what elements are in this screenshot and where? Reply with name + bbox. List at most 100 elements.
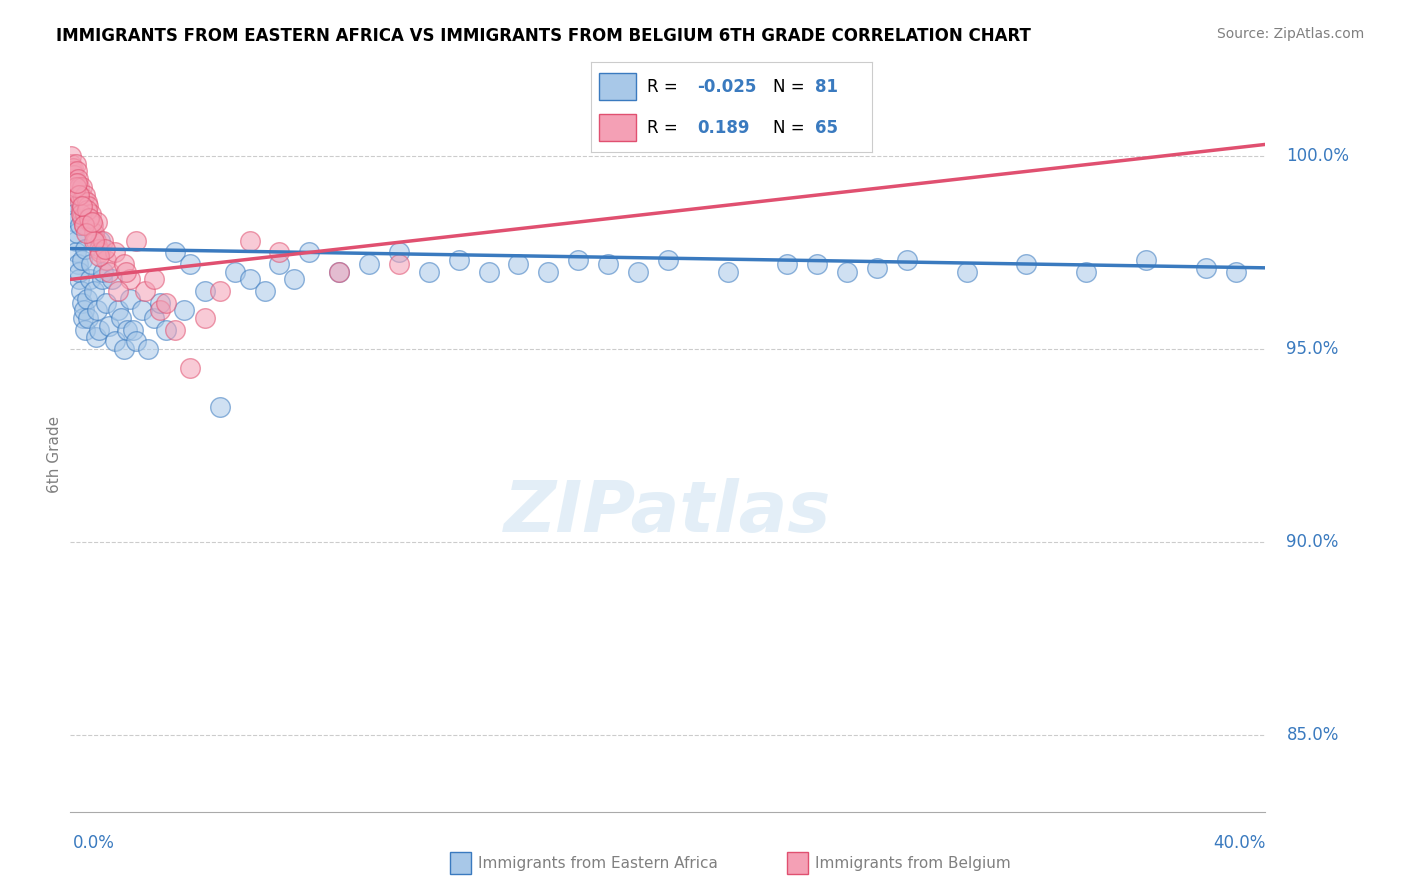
Text: Source: ZipAtlas.com: Source: ZipAtlas.com [1216,27,1364,41]
Point [86,303,108,318]
Point [77,310,100,325]
Point [73,187,96,202]
Text: Immigrants from Belgium: Immigrants from Belgium [815,856,1011,871]
Point [107,303,129,318]
Point [1225,265,1247,279]
Point [98,318,121,333]
Point [98,265,121,279]
Point [508,257,530,271]
Point [70,211,93,225]
Text: 40.0%: 40.0% [1213,834,1265,852]
Point [91,265,114,279]
Point [80,214,103,228]
Point [179,361,201,376]
Text: ZIPatlas: ZIPatlas [505,477,831,547]
Point [65,245,87,260]
Point [101,272,124,286]
Point [76,292,98,306]
Point [125,334,148,348]
Point [66,172,89,186]
Point [112,257,135,271]
Point [73,219,96,233]
Point [537,265,560,279]
Point [87,249,110,263]
Point [69,284,91,298]
Point [224,265,246,279]
Point [75,207,97,221]
Text: R =: R = [647,78,678,95]
Point [70,199,93,213]
Point [67,272,90,286]
Point [75,226,97,240]
Point [79,214,101,228]
FancyBboxPatch shape [599,73,636,100]
Point [896,253,918,268]
Point [70,295,93,310]
Point [143,310,166,325]
Point [136,342,159,356]
Point [598,257,620,271]
Point [69,195,91,210]
Point [62,195,84,210]
Point [62,172,84,186]
Point [90,272,112,286]
Point [65,184,87,198]
Text: -0.025: -0.025 [697,78,756,95]
Point [66,257,89,271]
Point [478,265,501,279]
Point [298,245,321,260]
Text: IMMIGRANTS FROM EASTERN AFRICA VS IMMIGRANTS FROM BELGIUM 6TH GRADE CORRELATION : IMMIGRANTS FROM EASTERN AFRICA VS IMMIGR… [56,27,1031,45]
Point [194,310,217,325]
Point [418,265,440,279]
Point [269,245,291,260]
Point [447,253,470,268]
Point [82,219,104,233]
Point [93,242,115,256]
Point [83,234,105,248]
Y-axis label: 6th Grade: 6th Grade [46,417,62,493]
Point [69,202,91,217]
Point [115,322,138,336]
Point [1076,265,1098,279]
Point [627,265,650,279]
Point [96,295,117,310]
Point [717,265,740,279]
Point [657,253,679,268]
Point [120,292,141,306]
Point [125,234,148,248]
Point [1195,260,1218,275]
Text: 90.0%: 90.0% [1286,533,1339,550]
Point [837,265,859,279]
Point [104,245,127,260]
Text: 65: 65 [815,119,838,136]
Point [60,164,83,178]
Point [70,179,93,194]
Point [75,322,97,336]
Point [155,322,177,336]
Point [155,295,177,310]
Point [63,214,86,228]
Point [131,303,153,318]
Point [359,257,381,271]
Point [63,207,86,221]
Text: 0.0%: 0.0% [73,834,115,852]
Point [328,265,350,279]
Point [77,199,100,213]
Text: 95.0%: 95.0% [1286,340,1339,358]
Point [89,245,111,260]
Point [67,265,90,279]
Point [866,260,889,275]
Point [239,234,262,248]
Point [173,303,195,318]
Point [59,157,82,171]
Point [72,310,94,325]
Point [328,265,350,279]
Point [66,176,89,190]
Point [104,334,127,348]
Point [62,168,84,182]
Point [79,272,101,286]
Point [69,207,91,221]
FancyBboxPatch shape [599,114,636,141]
Point [80,207,103,221]
Point [65,157,87,171]
